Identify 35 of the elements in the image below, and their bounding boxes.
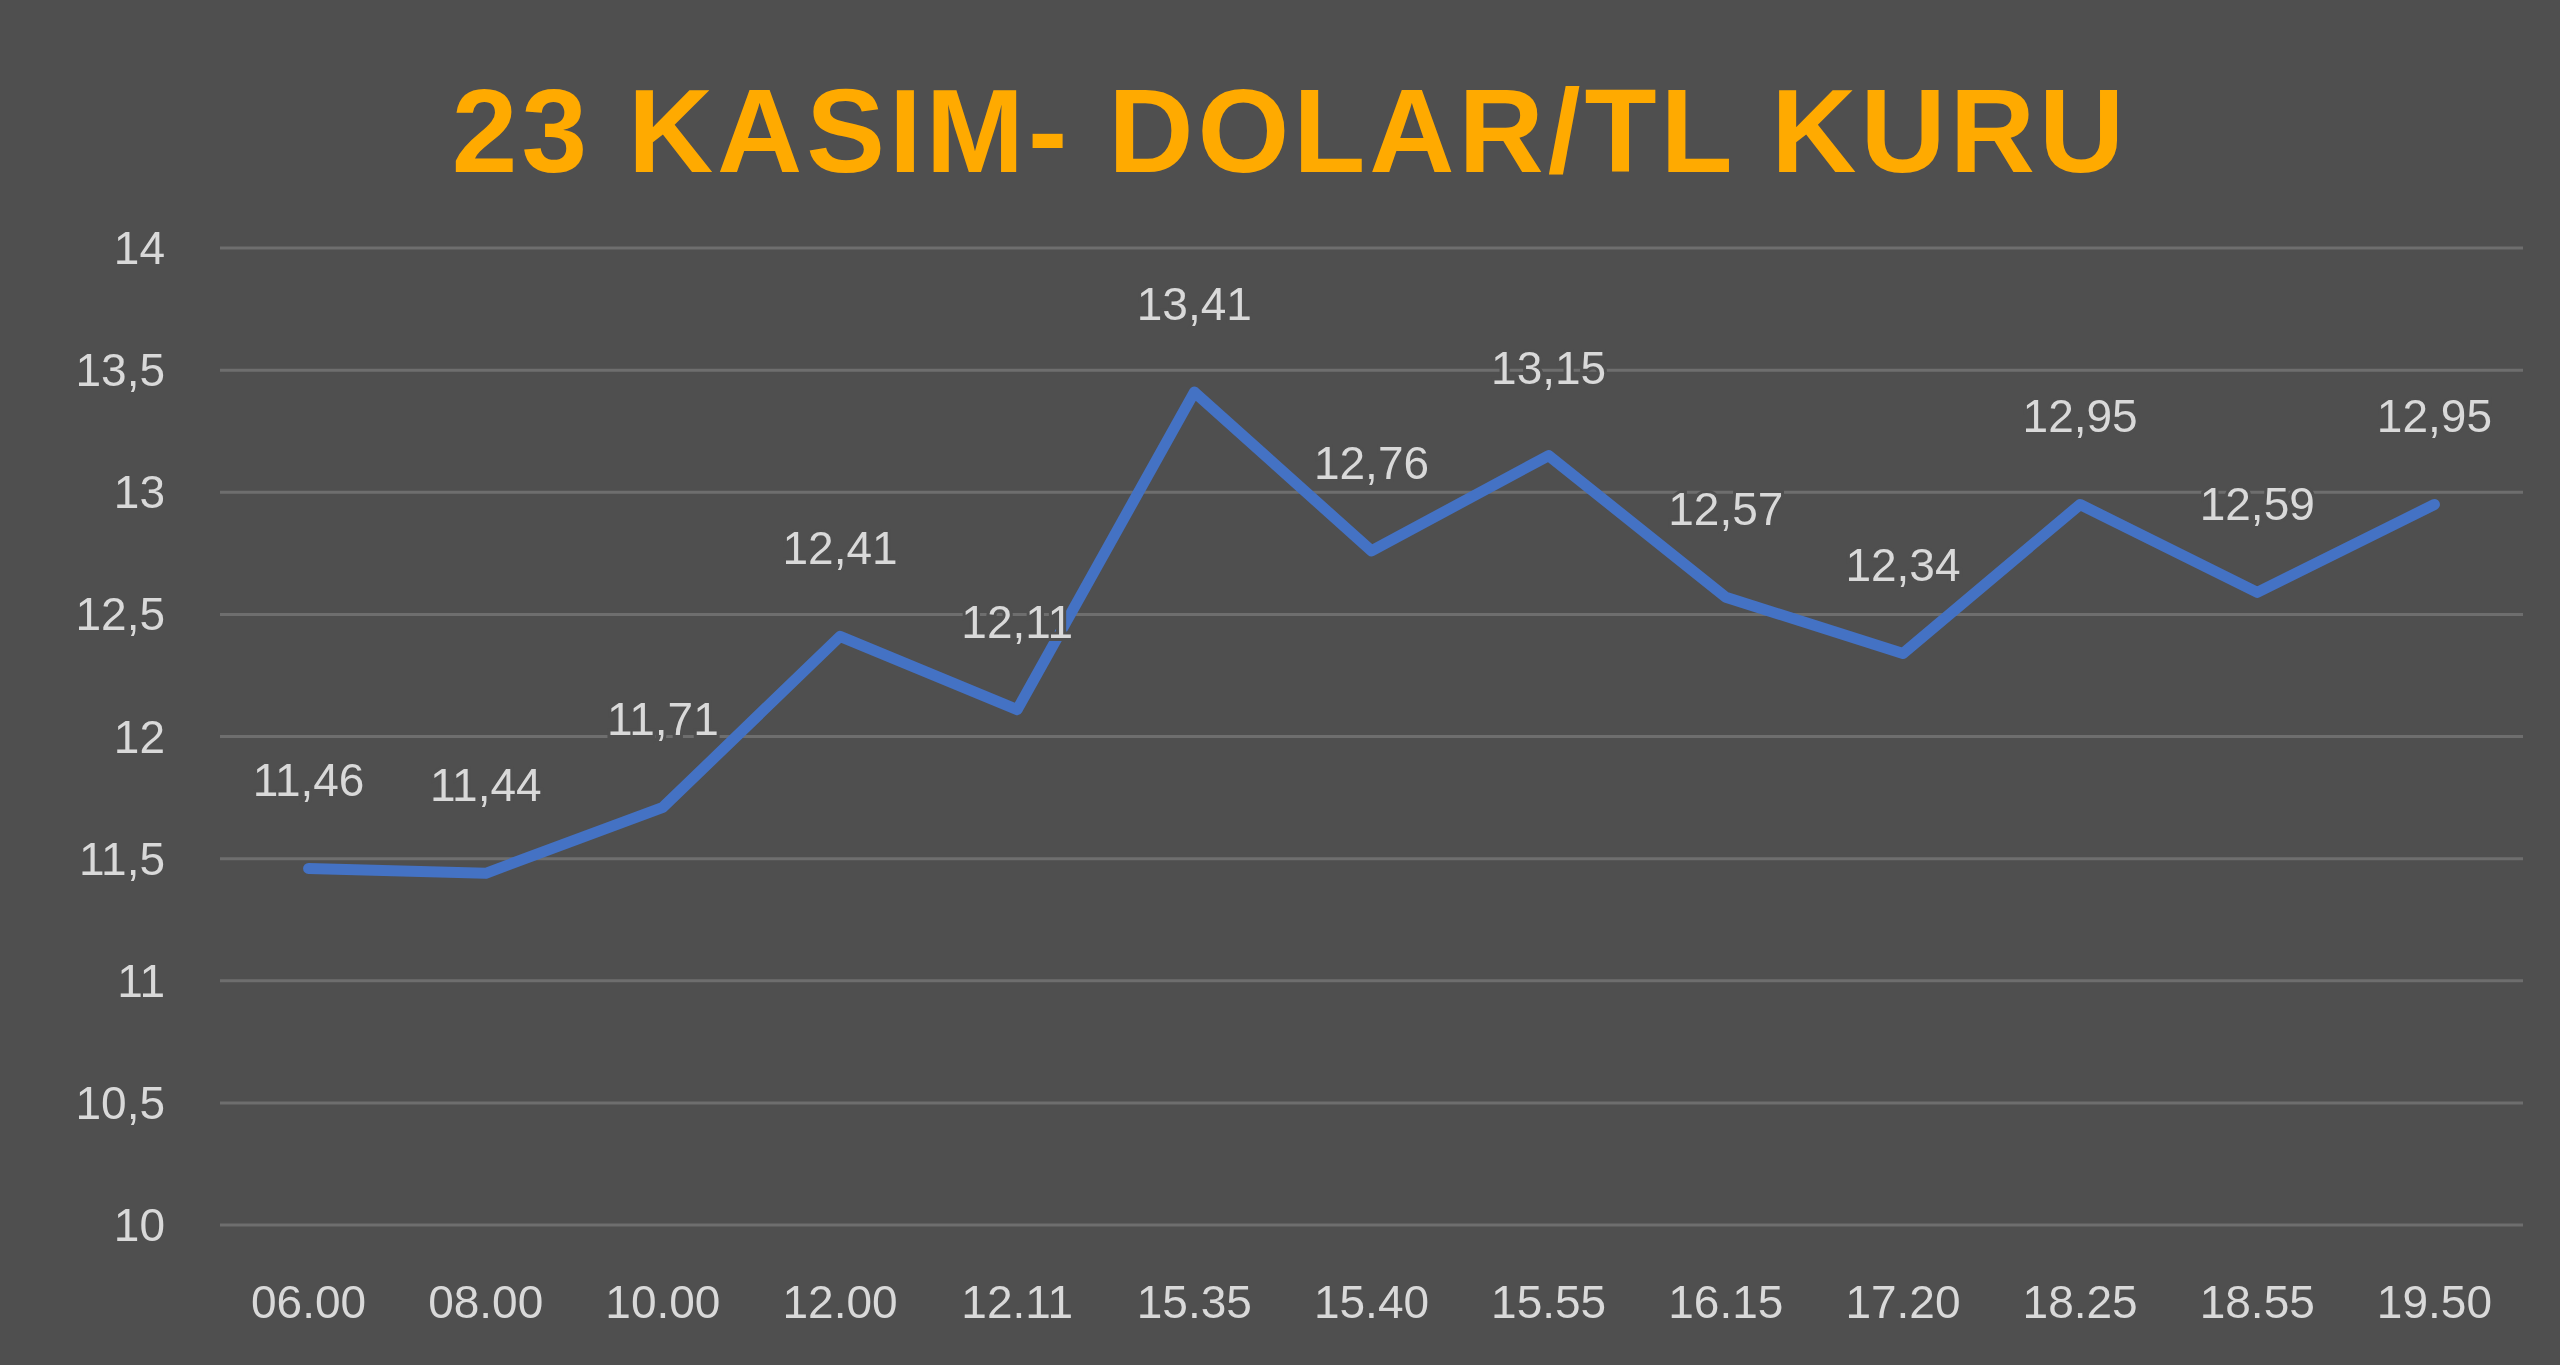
x-tick-label: 19.50 [2376, 1276, 2492, 1328]
data-label: 12,95 [2376, 390, 2492, 443]
x-tick-label: 15.55 [1491, 1276, 1607, 1328]
data-label: 13,41 [1136, 278, 1252, 331]
data-label: 12,34 [1845, 539, 1961, 592]
y-tick-label: 12 [113, 710, 165, 763]
x-tick-label: 18.25 [2022, 1276, 2138, 1328]
data-label: 12,76 [1313, 436, 1430, 489]
x-tick-label: 16.15 [1668, 1276, 1784, 1328]
x-tick-label: 18.55 [2199, 1276, 2315, 1328]
x-tick-label: 12.11 [961, 1276, 1074, 1328]
x-tick-label: 15.40 [1313, 1276, 1430, 1328]
x-tick-label: 17.20 [1845, 1276, 1961, 1328]
x-tick-label: 06.00 [251, 1276, 367, 1328]
data-label: 13,15 [1491, 341, 1607, 394]
data-label: 12,59 [2199, 478, 2315, 531]
x-tick-label: 08.00 [428, 1276, 544, 1328]
x-tick-label: 12.00 [782, 1276, 898, 1328]
y-tick-label: 13 [113, 466, 165, 519]
y-tick-label: 10,5 [75, 1076, 165, 1129]
data-label: 11,44 [429, 759, 542, 812]
x-tick-label: 15.35 [1136, 1276, 1252, 1328]
data-label: 12,41 [782, 522, 898, 575]
chart-title: 23 KASIM- DOLAR/TL KURU [451, 65, 2129, 197]
data-label: 12,57 [1668, 483, 1784, 536]
data-label: 11,46 [252, 754, 365, 807]
y-tick-label: 14 [113, 222, 165, 275]
y-tick-label: 11,5 [78, 832, 165, 885]
y-tick-label: 11 [117, 954, 165, 1007]
x-tick-label: 10.00 [605, 1276, 721, 1328]
y-tick-label: 10 [113, 1199, 165, 1252]
data-label: 11,71 [607, 693, 719, 746]
y-tick-label: 13,5 [75, 344, 165, 397]
y-tick-label: 12,5 [75, 588, 165, 641]
data-label: 12,95 [2022, 390, 2138, 443]
